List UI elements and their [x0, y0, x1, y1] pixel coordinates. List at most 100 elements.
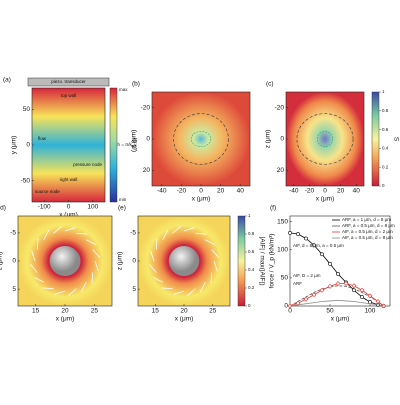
annotation: pressure node: [73, 162, 102, 167]
annotation: top wall: [61, 93, 76, 98]
particle: [169, 246, 199, 276]
x-tick-label: 50: [326, 308, 334, 315]
y-tick-label: 0: [146, 136, 150, 143]
data-point: [304, 236, 308, 241]
vector-arrow: [211, 249, 220, 259]
panel-label: (e): [118, 205, 126, 212]
y-axis-label: z (μm): [117, 252, 124, 271]
x-tick-label: 20: [337, 188, 345, 195]
y-tick-label: 0: [284, 303, 288, 310]
data-point: [312, 243, 316, 248]
colorbar-label: S: [392, 137, 399, 142]
vector-arrow: [183, 227, 195, 232]
colorbar-label: |AIF| / max(|AIF|): [258, 236, 265, 285]
vector-arrow: [80, 282, 87, 293]
x-tick-label: 15: [152, 308, 160, 315]
contour: [173, 113, 229, 165]
data-point: [367, 293, 373, 299]
y-tick-label: -20: [275, 104, 285, 111]
data-point: [303, 296, 309, 302]
y-tick-label: -50: [21, 177, 31, 184]
y-tick-label: 5: [12, 286, 16, 293]
x-tick-label: 15: [32, 308, 40, 315]
vector-arrow: [205, 239, 216, 246]
contour: [190, 131, 212, 147]
vector-arrow: [91, 272, 94, 284]
colorbar-tick-label: 0.2: [382, 164, 389, 169]
y-tick-label: 5: [132, 286, 136, 293]
colorbar-tick-label: 0: [248, 303, 251, 308]
y-tick-label: -5: [10, 230, 16, 237]
vector-arrow: [162, 229, 169, 240]
data-point: [311, 292, 317, 298]
vector-arrow: [29, 263, 38, 273]
vector-arrow: [173, 290, 185, 295]
panel-label: (b): [132, 81, 140, 88]
y-tick-label: 20: [277, 167, 285, 174]
x-axis-label: x (μm): [175, 316, 194, 323]
x-tick-label: -100: [38, 204, 51, 211]
data-point: [375, 299, 381, 304]
annotation: AIF, D = 2 μm: [293, 273, 321, 278]
colorbar-tick-label: 0.2: [248, 285, 255, 290]
vector-arrow: [64, 227, 76, 232]
vector-arrow: [150, 250, 155, 262]
data-point: [288, 230, 292, 235]
vector-arrow: [172, 225, 182, 234]
colorbar-bottom: min: [119, 197, 127, 202]
colorbar-tick-label: 0: [382, 183, 385, 188]
y-tick-label: 100: [277, 246, 288, 253]
colorbar-tick-label: 0.8: [382, 108, 389, 113]
colorbar-tick-label: 0.4: [382, 146, 389, 151]
vector-arrow: [213, 260, 218, 272]
transducer: [27, 77, 110, 87]
vector-arrow: [76, 232, 88, 235]
vector-arrow: [155, 238, 158, 250]
annotation: AIF, d = 8 μm, a = 0.5 μm: [293, 243, 344, 248]
vector-arrow: [31, 250, 36, 262]
colorbar-top: max: [119, 87, 128, 92]
data-point: [351, 283, 357, 289]
y-tick-label: 50: [23, 106, 31, 113]
y-axis-label: z (μm): [0, 252, 4, 271]
y-axis-label: y (μm): [11, 136, 18, 155]
data-point: [343, 281, 349, 286]
y-tick-label: -20: [141, 104, 151, 111]
vector-arrow: [86, 239, 97, 246]
data-point: [360, 295, 364, 299]
vector-arrow: [210, 272, 213, 284]
x-tick-label: 0: [199, 188, 203, 195]
data-point: [359, 287, 365, 293]
vector-arrow: [195, 232, 207, 235]
data-point: [319, 287, 325, 293]
x-tick-label: -40: [289, 188, 299, 195]
x-tick-label: 0: [67, 204, 71, 211]
y-tick-label: -5: [130, 230, 136, 237]
x-tick-label: -40: [157, 188, 167, 195]
panel-label: (a): [3, 77, 11, 84]
x-axis-label: x (μm): [56, 316, 75, 323]
data-point: [336, 272, 340, 276]
y-axis-label: z (μm): [265, 130, 272, 149]
legend-entry: AIF, a = 0.5 μm, d = 8 μm: [342, 235, 393, 240]
annotation: flow: [38, 136, 47, 141]
series-line: [289, 299, 384, 307]
y-tick-label: 0: [280, 136, 284, 143]
vector-arrow: [54, 290, 66, 295]
heatmap: [152, 92, 250, 186]
y-tick-label: 20: [143, 167, 151, 174]
legend-entry: AIF, a = 0.5 μm, d = 2 μm: [342, 229, 393, 234]
y-tick-label: 0: [26, 142, 30, 149]
particle: [50, 246, 80, 276]
x-tick-label: 40: [353, 188, 361, 195]
x-tick-label: 0: [323, 188, 327, 195]
panels: piezo. transducer top wall right wall flow h…: [0, 77, 399, 323]
x-axis-label: x (μm): [59, 212, 78, 219]
panel-label: (c): [266, 81, 274, 88]
data-point: [328, 261, 332, 266]
plot-frame: [289, 215, 391, 307]
x-axis-label: x (μm): [316, 196, 335, 203]
colorbar-tick-label: 0.8: [248, 231, 255, 236]
colorbar: [109, 87, 118, 203]
